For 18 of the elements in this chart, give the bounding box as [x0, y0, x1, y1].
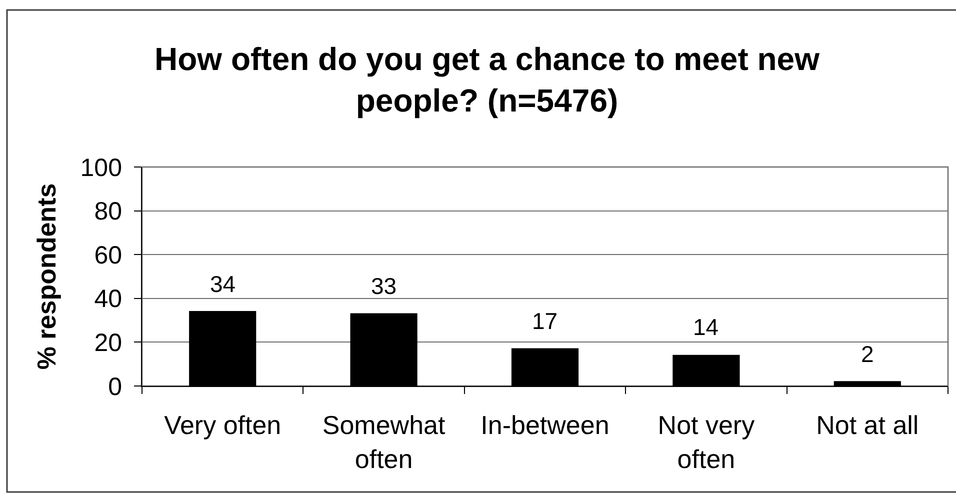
data-label: 34 [210, 271, 236, 297]
y-tick-label: 0 [108, 372, 122, 401]
y-tick-label: 60 [94, 241, 122, 270]
y-tick-label: 20 [94, 328, 122, 357]
data-label: 17 [532, 308, 558, 334]
y-axis-title: % respondents [32, 183, 62, 370]
data-label: 33 [371, 273, 397, 299]
x-tick-label: Somewhat often [322, 410, 446, 474]
x-tick-label: In-between [480, 410, 610, 440]
x-tick-label: Not at all [816, 410, 919, 440]
x-tick-label: Very often [164, 410, 282, 440]
data-label: 14 [693, 314, 719, 340]
chart-title: How often do you get a chance to meet new people? (n=5476) [154, 41, 820, 119]
x-tick-label: Not very often [658, 410, 755, 474]
y-tick-label: 80 [94, 198, 122, 226]
y-tick-label: 100 [80, 154, 122, 182]
y-tick-label: 40 [94, 285, 122, 314]
data-label: 2 [861, 341, 874, 367]
